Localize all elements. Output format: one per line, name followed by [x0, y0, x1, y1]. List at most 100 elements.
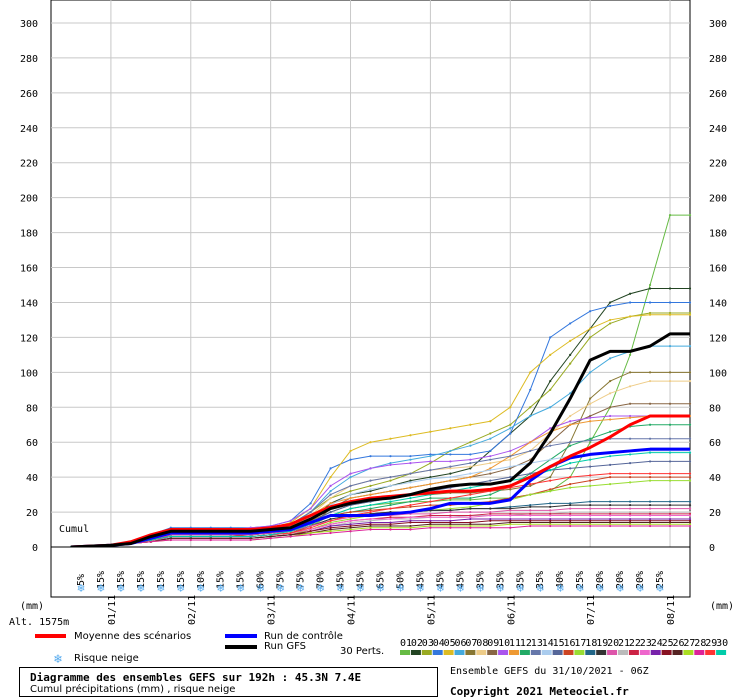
member-point: [489, 493, 492, 496]
member-point: [529, 505, 532, 508]
snowflake-icon: ❄: [437, 581, 444, 595]
member-point: [429, 500, 432, 503]
member-point: [569, 444, 572, 447]
member-point: [569, 476, 572, 479]
member-point: [369, 490, 372, 493]
member-point: [628, 301, 632, 304]
member-point: [688, 507, 692, 510]
member-point: [589, 416, 592, 419]
y-tick-label: 20: [26, 508, 38, 519]
member-point: [149, 540, 152, 543]
member-point: [688, 524, 692, 528]
member-point: [369, 441, 372, 444]
member-point: [668, 500, 672, 503]
member-point: [648, 402, 652, 405]
member-point: [509, 476, 512, 479]
snow-risk-value: 40%: [555, 571, 566, 589]
member-point: [648, 503, 652, 507]
title-box: Diagramme des ensembles GEFS sur 192h : …: [19, 667, 438, 697]
member-point: [369, 523, 372, 526]
member-point: [668, 214, 672, 217]
member-point: [628, 523, 632, 526]
member-point: [688, 423, 692, 426]
member-point: [329, 521, 332, 524]
member-color-swatch: [661, 650, 672, 655]
member-point: [389, 517, 392, 521]
snowflake-icon: ❄: [297, 581, 304, 595]
snowflake-icon: ❄: [417, 581, 424, 595]
member-point: [229, 538, 232, 542]
snow-risk-value: 25%: [655, 571, 666, 589]
member-point: [529, 388, 532, 391]
member-point: [389, 500, 392, 503]
member-point: [389, 490, 392, 493]
member-point: [329, 530, 332, 533]
member-point: [589, 458, 592, 461]
member-point: [329, 531, 332, 535]
member-point: [628, 519, 632, 522]
member-color-swatch: [476, 650, 487, 655]
snowflake-icon: ❄: [117, 581, 124, 595]
member-point: [569, 483, 572, 486]
member-point: [429, 477, 432, 480]
x-tick-label: 07/11: [586, 595, 597, 625]
member-point: [509, 458, 512, 461]
y-tick-label: 0: [32, 543, 38, 554]
member-point: [329, 502, 332, 505]
member-point: [409, 519, 412, 522]
member-point: [369, 524, 372, 528]
y-tick-label: 0: [709, 543, 715, 554]
y-tick-label: 200: [20, 194, 38, 205]
member-point: [309, 507, 312, 510]
member-point: [688, 402, 692, 405]
member-color-swatch: [519, 650, 530, 655]
member-point: [389, 503, 392, 507]
member-id-label: 29: [705, 638, 717, 649]
member-color-swatch: [432, 650, 443, 655]
member-point: [389, 524, 392, 528]
member-point: [688, 301, 692, 304]
member-point: [529, 449, 532, 453]
snowflake-icon: ❄: [616, 581, 623, 595]
snow-risk-value: 45%: [415, 571, 426, 589]
member-point: [668, 345, 672, 348]
member-id-label: 09: [487, 638, 499, 649]
member-point: [668, 507, 672, 510]
member-point: [529, 441, 532, 444]
member-point: [369, 521, 372, 524]
member-point: [648, 507, 652, 510]
member-point: [609, 406, 612, 409]
member-point: [549, 505, 552, 508]
member-point: [449, 479, 452, 482]
member-point: [628, 437, 632, 440]
member-point: [609, 392, 612, 395]
member-point: [409, 521, 412, 524]
member-point: [449, 524, 452, 528]
snow-risk-value: 35%: [475, 571, 486, 589]
snowflake-icon: ❄: [557, 581, 564, 595]
member-point: [329, 523, 332, 526]
snow-risk-value: 60%: [256, 571, 267, 589]
member-point: [469, 441, 472, 444]
member-point: [349, 526, 352, 529]
member-point: [609, 521, 612, 524]
member-point: [589, 503, 592, 507]
legend-snow-label: Risque neige: [74, 653, 139, 664]
member-point: [688, 451, 692, 454]
member-point: [349, 510, 352, 514]
member-id-label: 11: [509, 638, 521, 649]
member-point: [489, 437, 492, 440]
member-point: [509, 465, 512, 468]
y-tick-label: 300: [20, 19, 38, 30]
y-tick-label: 80: [709, 403, 721, 414]
member-point: [589, 510, 592, 514]
member-point: [369, 479, 372, 482]
member-point: [648, 517, 652, 521]
member-point: [429, 516, 432, 519]
member-point: [609, 517, 612, 521]
member-point: [469, 521, 472, 524]
member-point: [369, 509, 372, 512]
member-point: [509, 488, 512, 491]
member-point: [549, 406, 552, 409]
member-point: [589, 310, 592, 313]
